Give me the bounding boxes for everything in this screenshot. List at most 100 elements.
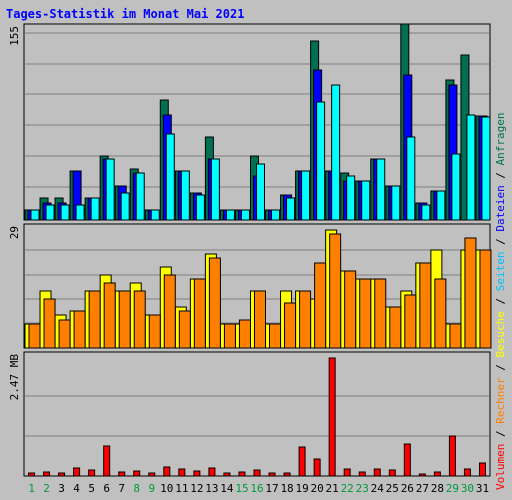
x-tick-label: 26: [401, 482, 414, 495]
bar-volumen: [43, 471, 51, 477]
bar-seiten: [45, 204, 55, 221]
bar-seiten: [210, 158, 220, 221]
x-tick-label: 18: [280, 482, 293, 495]
y-max-label: 29: [8, 226, 21, 239]
bar-seiten: [361, 180, 371, 221]
y-max-label: 2.47 MB: [8, 354, 21, 401]
x-tick-label: 25: [386, 482, 399, 495]
bar-rechner: [374, 278, 387, 349]
bar-rechner: [299, 290, 312, 349]
bar-volumen: [73, 467, 81, 477]
bar-seiten: [90, 197, 100, 221]
bar-volumen: [238, 471, 246, 477]
legend-item-volumen: Volumen: [494, 444, 507, 490]
bar-seiten: [75, 204, 85, 221]
x-tick-label: 28: [431, 482, 444, 495]
bar-volumen: [418, 473, 426, 477]
x-tick-label: 23: [356, 482, 369, 495]
bar-rechner: [389, 306, 402, 349]
bar-seiten: [255, 163, 265, 221]
bar-seiten: [165, 133, 175, 221]
bar-rechner: [103, 282, 116, 349]
bar-volumen: [328, 357, 336, 477]
bar-rechner: [434, 278, 447, 349]
x-tick-label: 11: [175, 482, 188, 495]
x-tick-label: 30: [461, 482, 474, 495]
x-tick-label: 6: [103, 482, 110, 495]
bar-volumen: [298, 446, 306, 477]
bar-rechner: [88, 290, 101, 349]
bar-volumen: [223, 472, 231, 477]
bar-volumen: [403, 443, 411, 477]
bar-volumen: [253, 469, 261, 477]
bar-rechner: [404, 294, 417, 349]
legend-item-dateien: Dateien: [494, 185, 507, 231]
bar-rechner: [73, 310, 86, 349]
bar-seiten: [331, 84, 341, 221]
bar-seiten: [60, 204, 70, 221]
x-tick-label: 9: [148, 482, 155, 495]
x-tick-label: 22: [341, 482, 354, 495]
bar-rechner: [284, 302, 297, 349]
bar-seiten: [406, 136, 416, 221]
bar-volumen: [28, 472, 36, 477]
bar-seiten: [30, 209, 40, 221]
bar-volumen: [148, 472, 156, 477]
bar-seiten: [391, 185, 401, 221]
legend-item-rechner: Rechner: [494, 377, 507, 424]
bar-rechner: [449, 323, 462, 349]
bar-volumen: [58, 472, 66, 477]
bar-seiten: [451, 153, 461, 221]
bar-volumen: [448, 435, 456, 477]
bar-seiten: [316, 101, 326, 221]
bar-rechner: [193, 278, 206, 349]
x-tick-label: 19: [295, 482, 308, 495]
bar-seiten: [150, 209, 160, 221]
bar-rechner: [253, 290, 266, 349]
legend: Volumen / Rechner / Besuche / Seiten / D…: [494, 112, 507, 490]
bar-rechner: [58, 319, 71, 349]
x-tick-label: 5: [88, 482, 95, 495]
legend-item-anfragen: Anfragen: [494, 112, 507, 165]
bar-volumen: [133, 470, 141, 477]
legend-separator: /: [494, 291, 507, 311]
bar-seiten: [271, 209, 281, 221]
bar-rechner: [359, 278, 372, 349]
bar-rechner: [314, 262, 327, 349]
bar-rechner: [148, 314, 161, 349]
bar-seiten: [120, 192, 130, 221]
bar-seiten: [180, 170, 190, 221]
bar-volumen: [358, 471, 366, 477]
x-tick-label: 10: [160, 482, 173, 495]
bar-rechner: [464, 237, 477, 349]
x-tick-label: 14: [220, 482, 234, 495]
legend-separator: /: [494, 165, 507, 185]
bar-volumen: [178, 468, 186, 477]
bar-volumen: [118, 471, 126, 477]
chart-title: Tages-Statistik im Monat Mai 2021: [6, 7, 245, 21]
bar-seiten: [466, 114, 476, 221]
bar-seiten: [225, 209, 235, 221]
bar-volumen: [208, 467, 216, 477]
bar-volumen: [343, 468, 351, 477]
y-max-label: 155: [8, 26, 21, 46]
bar-volumen: [268, 472, 276, 477]
bar-rechner: [118, 290, 131, 349]
bar-volumen: [373, 468, 381, 477]
x-tick-label: 13: [205, 482, 218, 495]
x-tick-label: 27: [416, 482, 429, 495]
bar-rechner: [163, 274, 176, 349]
bar-seiten: [376, 158, 386, 221]
bar-rechner: [133, 290, 146, 349]
panel-frame: [23, 351, 491, 477]
legend-separator: /: [494, 424, 507, 444]
x-tick-label: 29: [446, 482, 459, 495]
bar-volumen: [88, 469, 96, 477]
legend-item-besuche: Besuche: [494, 311, 507, 357]
bar-seiten: [436, 190, 446, 221]
bar-volumen: [478, 462, 486, 477]
x-tick-label: 17: [265, 482, 278, 495]
bar-volumen: [433, 471, 441, 477]
